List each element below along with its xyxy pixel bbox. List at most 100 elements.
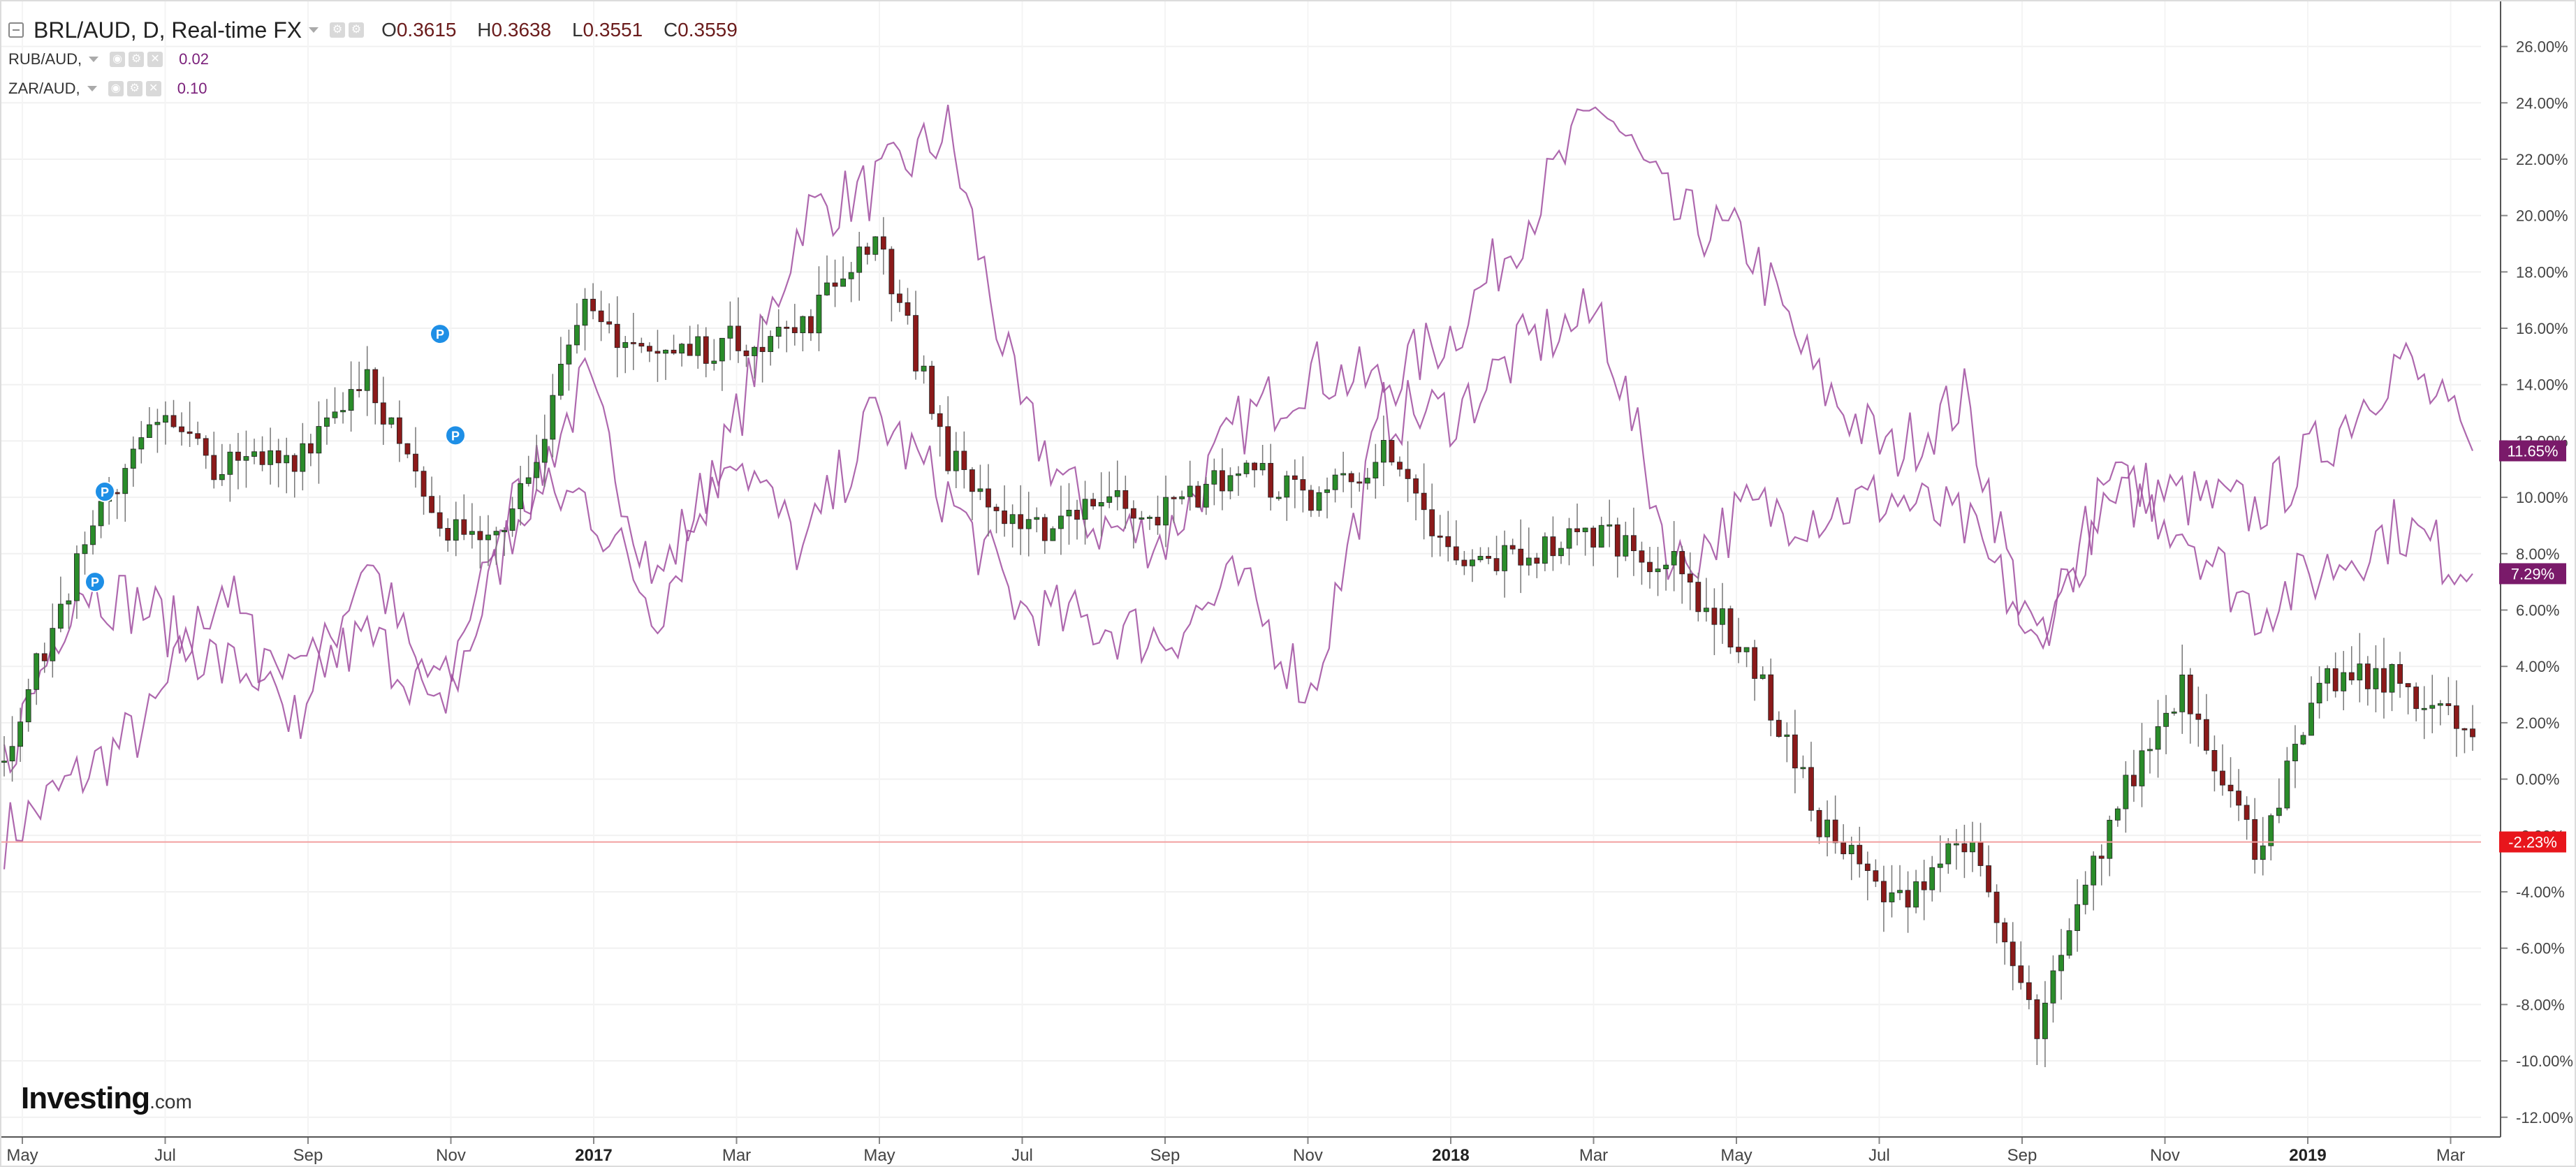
candle-body xyxy=(1720,608,1725,625)
candle xyxy=(1291,459,1298,508)
candle-body xyxy=(502,530,507,532)
candle xyxy=(284,437,290,494)
candle-body xyxy=(493,531,499,536)
x-tick-label: Nov xyxy=(1293,1146,1323,1165)
candle-body xyxy=(404,443,411,455)
candle xyxy=(2187,668,2193,744)
candle xyxy=(1736,617,1741,663)
candle-body xyxy=(2413,687,2420,710)
candle-body xyxy=(364,369,370,391)
candle-body xyxy=(759,346,766,352)
candle xyxy=(1486,547,1491,564)
candle-body xyxy=(1211,470,1217,485)
candle xyxy=(1429,483,1435,557)
grid-layer xyxy=(0,0,2481,1137)
candle-body xyxy=(2066,930,2072,956)
x-tick-label: 2018 xyxy=(1432,1146,1469,1165)
candle-body xyxy=(1179,496,1185,499)
candle xyxy=(1332,468,1338,503)
last-value-badge-label: 11.65% xyxy=(2508,443,2559,460)
candle xyxy=(1550,516,1556,571)
candle xyxy=(1122,476,1129,529)
chevron-down-icon[interactable] xyxy=(87,86,97,91)
candle xyxy=(897,279,902,312)
candle-body xyxy=(2389,663,2395,693)
main-series-legend[interactable]: BRL/AUD, D, Real-time FX ⚙ ⚙ O0.3615 H0.… xyxy=(8,15,753,45)
candle-body xyxy=(1243,462,1250,474)
chevron-down-icon[interactable] xyxy=(89,57,99,62)
candle-body xyxy=(2211,750,2218,772)
candle-body xyxy=(268,450,274,465)
candle xyxy=(1590,525,1597,566)
candle-body xyxy=(1921,881,1927,890)
gear-icon[interactable]: ⚙ xyxy=(349,22,365,38)
candle-body xyxy=(808,316,814,334)
candle xyxy=(477,515,483,568)
candle-body xyxy=(1711,608,1718,625)
settings-icon[interactable]: ⚙ xyxy=(129,52,145,67)
candle-body xyxy=(138,437,145,450)
candle xyxy=(905,288,911,325)
close-icon[interactable]: ✕ xyxy=(147,52,163,67)
candle-body xyxy=(2260,845,2266,860)
overlay-legend-rub[interactable]: RUB/AUD, ◉ ⚙ ✕ 0.02 xyxy=(8,45,753,74)
candle-body xyxy=(1703,608,1709,612)
candle-body xyxy=(1477,556,1484,561)
candle-body xyxy=(1348,473,1354,483)
candle-body xyxy=(687,344,693,356)
candle-body xyxy=(1139,518,1145,520)
candle-body xyxy=(2114,808,2121,821)
candle-body xyxy=(1493,558,1500,571)
candle-body xyxy=(945,426,951,471)
candle-body xyxy=(2268,815,2274,846)
candle xyxy=(1534,552,1540,578)
candle xyxy=(2284,747,2290,811)
event-marker: P xyxy=(445,425,466,446)
candle-body xyxy=(259,451,265,465)
candle-body xyxy=(541,439,548,463)
candle xyxy=(1445,511,1451,562)
candle xyxy=(525,455,532,487)
candle xyxy=(2429,675,2436,733)
candle-body xyxy=(921,365,927,372)
candle-body xyxy=(1800,767,1806,770)
x-tick-label: 2019 xyxy=(2289,1146,2326,1165)
candle xyxy=(372,367,379,425)
visibility-icon[interactable]: ◉ xyxy=(108,81,124,96)
candle-body xyxy=(1130,508,1136,519)
candle xyxy=(1364,468,1370,490)
candle-body xyxy=(1679,551,1685,575)
candle xyxy=(1502,530,1508,598)
candle xyxy=(1518,519,1524,594)
candle-body xyxy=(2284,761,2290,809)
candle-body xyxy=(1,761,7,763)
candle-body xyxy=(1268,462,1274,498)
x-tick-label: Sep xyxy=(293,1146,323,1165)
candle-body xyxy=(2437,703,2443,706)
candle-body xyxy=(856,247,863,273)
candle-body xyxy=(2082,884,2088,905)
collapse-legend-icon[interactable] xyxy=(8,22,24,38)
settings-icon[interactable]: ⚙ xyxy=(126,81,142,96)
candle xyxy=(695,324,701,369)
close-icon[interactable]: ✕ xyxy=(145,81,161,96)
candle xyxy=(130,436,136,487)
candle xyxy=(2373,645,2379,712)
settings-icon[interactable]: ⚙ xyxy=(330,22,346,38)
visibility-icon[interactable]: ◉ xyxy=(110,52,126,67)
candle-body xyxy=(1671,551,1677,566)
candle xyxy=(2074,879,2080,952)
overlay-value: 0.10 xyxy=(177,80,207,97)
candle-body xyxy=(1889,892,1895,902)
candle-body xyxy=(671,349,677,354)
candle-body xyxy=(2470,728,2475,737)
candle xyxy=(2042,981,2048,1068)
chevron-down-icon[interactable] xyxy=(309,27,319,33)
overlay-series-line xyxy=(3,288,2473,774)
candle xyxy=(1275,491,1282,501)
overlay-legend-zar[interactable]: ZAR/AUD, ◉ ⚙ ✕ 0.10 xyxy=(8,74,753,103)
y-tick-label: 14.00% xyxy=(2516,376,2568,394)
candle-body xyxy=(2373,668,2379,689)
y-tick-label: -8.00% xyxy=(2516,996,2565,1013)
